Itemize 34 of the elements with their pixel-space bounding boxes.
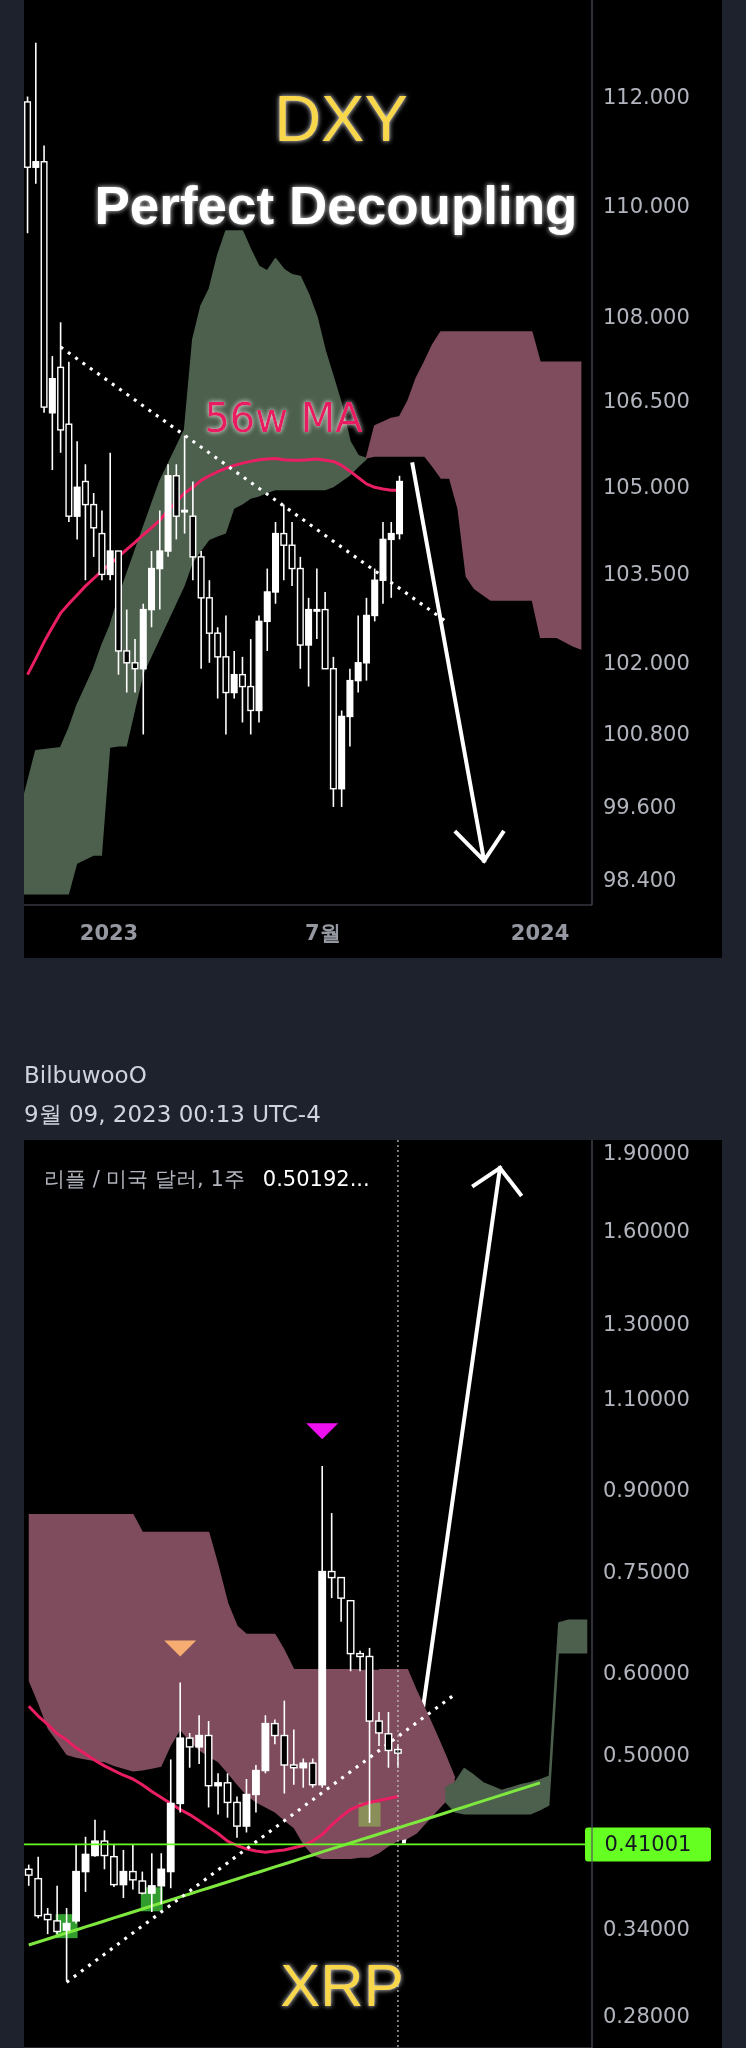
y-tick-label: 1.10000: [603, 1387, 690, 1412]
y-tick-label: 1.30000: [603, 1312, 690, 1337]
point: [358, 1802, 381, 1827]
line-series: [27, 1781, 542, 1947]
text: XRP: [280, 1952, 404, 2019]
y-tick-label: 105.000: [603, 475, 690, 500]
y-tick-label: 98.400: [603, 868, 677, 893]
y-tick-label: 112.000: [603, 84, 690, 109]
line-series: [27, 1704, 400, 1854]
y-tick-label: 0.60000: [603, 1660, 690, 1685]
y-tick-label: 1.60000: [603, 1218, 690, 1243]
y-tick-label: 106.500: [603, 389, 690, 414]
y-tick-label: 103.500: [603, 562, 690, 587]
x-tick-label: 7월: [304, 921, 341, 945]
text: 9월 09, 2023 00:13 UTC-4: [24, 1101, 321, 1127]
text: DXY: [274, 82, 408, 155]
text: BilbuwooO: [24, 1062, 147, 1088]
x-tick-label: 2023: [79, 921, 139, 945]
y-tick-label: 1.90000: [603, 1141, 690, 1166]
y-tick-label: 0.28000: [603, 2004, 690, 2029]
y-tick-label: 108.000: [603, 304, 690, 329]
y-tick-label: 110.000: [603, 193, 690, 218]
x-tick-label: 2024: [510, 921, 570, 945]
text: 리플 / 미국 달러, 1주: [44, 1167, 245, 1191]
text: Perfect Decoupling: [94, 176, 578, 235]
y-tick-label: 0.90000: [603, 1477, 690, 1502]
y-tick-label: 0.50000: [603, 1742, 690, 1767]
ref-line-label: 0.41001: [604, 1832, 692, 1857]
annotation: 0.50192...: [262, 1167, 370, 1191]
y-tick-label: 100.800: [603, 722, 690, 747]
y-tick-label: 0.34000: [603, 1916, 690, 1941]
y-tick-label: 0.75000: [603, 1560, 690, 1585]
y-tick-label: 99.600: [603, 794, 677, 819]
y-tick-label: 102.000: [603, 650, 690, 675]
